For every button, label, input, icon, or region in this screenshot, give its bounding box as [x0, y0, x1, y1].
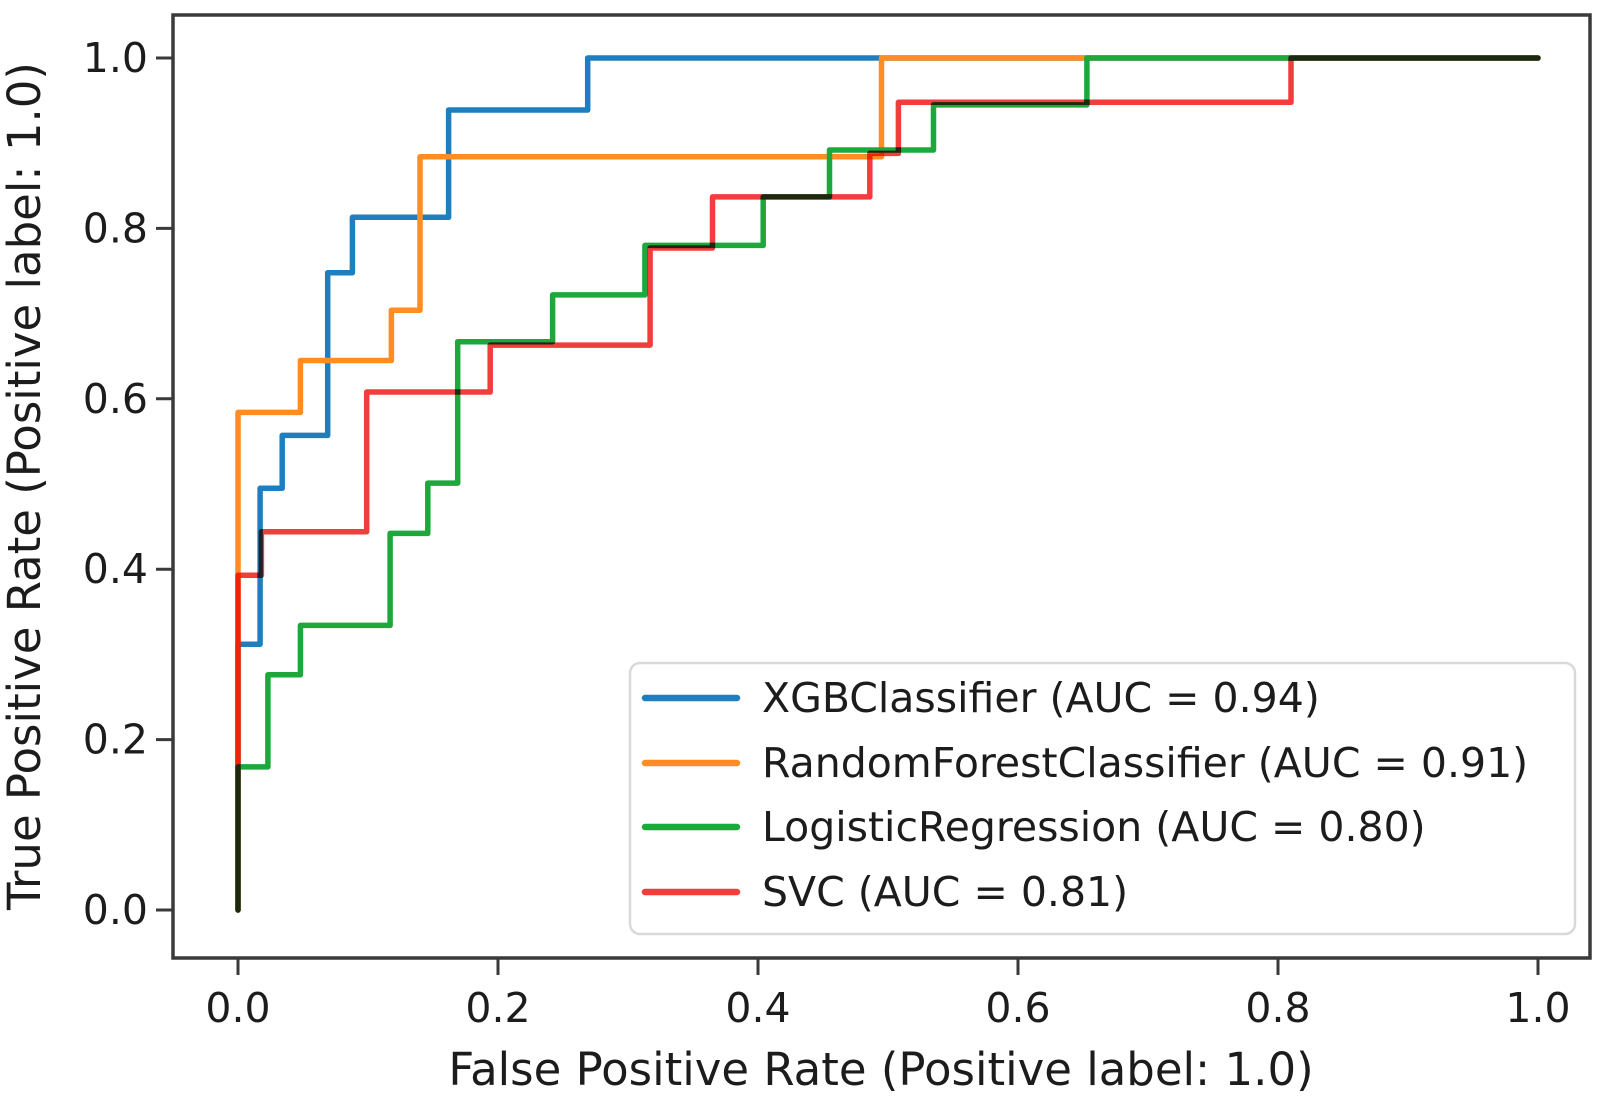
- legend-label: RandomForestClassifier (AUC = 0.91): [762, 739, 1528, 787]
- plot-spines: [171, 13, 1592, 960]
- y-tick-label: 0.0: [83, 886, 148, 934]
- x-tick-label: 0.0: [205, 984, 270, 1032]
- x-tick-label: 0.8: [1245, 984, 1310, 1032]
- y-axis-label: True Positive Rate (Positive label: 1.0): [0, 62, 51, 911]
- x-tick-label: 0.2: [465, 984, 530, 1032]
- y-tick-label: 0.2: [83, 716, 148, 764]
- legend-label: XGBClassifier (AUC = 0.94): [762, 674, 1320, 722]
- roc-curve-xgbclassifier: [235, 55, 1541, 913]
- roc-curves: [235, 55, 1541, 913]
- x-tick-label: 0.6: [985, 984, 1050, 1032]
- y-tick-label: 0.8: [83, 204, 148, 252]
- legend-item-randomforestclassifier: RandomForestClassifier (AUC = 0.91): [641, 739, 1528, 787]
- y-tick-label: 0.6: [83, 375, 148, 423]
- roc-curve-logisticregression: [235, 55, 1541, 913]
- legend-label: LogisticRegression (AUC = 0.80): [762, 803, 1426, 851]
- roc-curve-svc: [235, 55, 1541, 913]
- x-tick-label: 1.0: [1505, 984, 1570, 1032]
- y-tick-label: 1.0: [83, 34, 148, 82]
- legend-label: SVC (AUC = 0.81): [762, 868, 1128, 916]
- legend-item-xgbclassifier: XGBClassifier (AUC = 0.94): [641, 674, 1320, 722]
- axis-ticks: 0.0 0.2 0.4 0.6 0.8 1.0 0.0 0.2 0.4 0.6 0.8 1.0: [83, 34, 1571, 1032]
- legend: XGBClassifier (AUC = 0.94) RandomForestCl…: [628, 661, 1577, 936]
- y-tick-label: 0.4: [83, 545, 148, 593]
- legend-item-svc: SVC (AUC = 0.81): [641, 868, 1128, 916]
- roc-curve-randomforestclassifier: [235, 55, 1541, 913]
- x-tick-label: 0.4: [725, 984, 790, 1032]
- legend-item-logisticregression: LogisticRegression (AUC = 0.80): [641, 803, 1426, 851]
- x-axis-label: False Positive Rate (Positive label: 1.0…: [448, 1043, 1313, 1096]
- legend-box: [628, 661, 1577, 936]
